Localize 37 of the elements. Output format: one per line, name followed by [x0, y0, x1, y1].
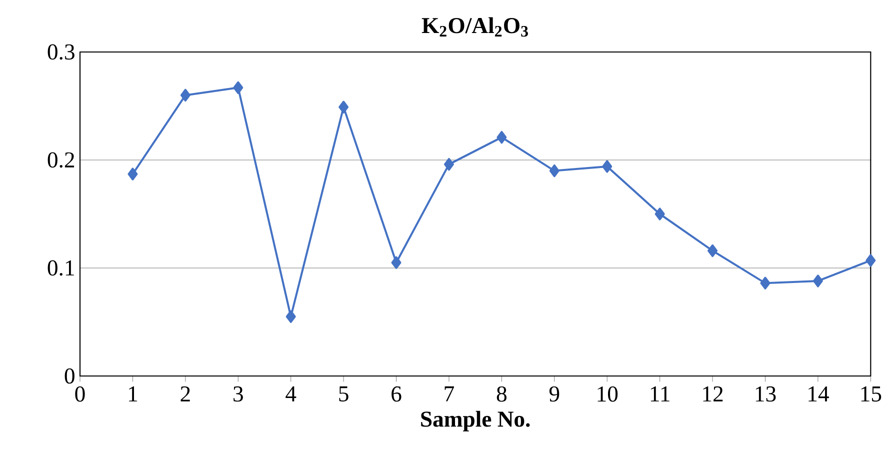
x-tick-label: 15 [861, 386, 882, 402]
point [812, 274, 823, 288]
point [654, 208, 665, 220]
point [391, 256, 402, 269]
x-tick-label: 11 [650, 386, 670, 402]
x-tick-label: 8 [496, 386, 506, 402]
chart-title: K$_{2}$O/Al$_{2}$O$_{3}$ [422, 17, 528, 37]
x-tick-label: 13 [756, 386, 776, 402]
x-tick-label: 0 [75, 386, 85, 402]
point [286, 310, 296, 323]
y-tick-label: 0.3 [48, 44, 74, 60]
x-tick-label: 6 [392, 386, 402, 402]
point [233, 81, 244, 94]
x-tick-label: 9 [549, 386, 560, 402]
x-axis-title: Sample No. [421, 410, 530, 432]
x-tick-label: 7 [444, 386, 454, 402]
point [549, 164, 560, 178]
y-tick-label: 0.1 [48, 260, 74, 276]
x-tick-label: 14 [808, 386, 829, 402]
x-tick-label: 5 [339, 386, 348, 402]
point [496, 130, 507, 144]
x-tick-label: 1 [129, 386, 138, 402]
point [602, 160, 612, 173]
x-tick-label: 12 [703, 386, 723, 402]
x-tick-label: 3 [234, 386, 243, 402]
point [708, 244, 718, 258]
x-tick-label: 4 [286, 386, 296, 402]
point [180, 88, 190, 102]
y-tick-label: 0 [64, 368, 74, 384]
x-tick-label: 2 [180, 386, 190, 402]
point [444, 158, 454, 171]
point [866, 254, 876, 267]
point [760, 276, 770, 290]
point [128, 168, 138, 180]
point [338, 100, 349, 114]
y-tick-label: 0.2 [48, 152, 74, 168]
x-tick-label: 10 [598, 386, 618, 402]
